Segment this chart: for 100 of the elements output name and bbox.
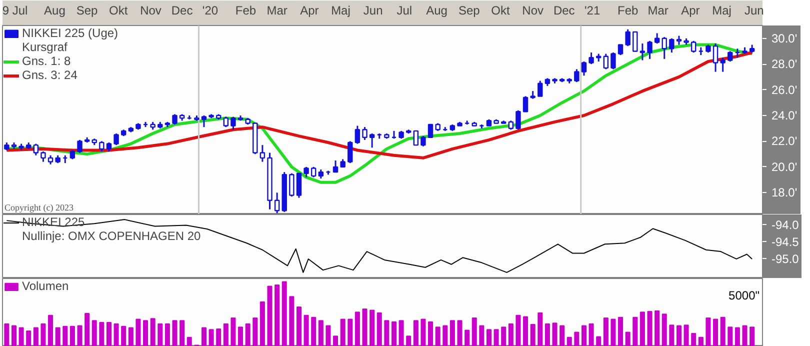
bar <box>420 318 426 346</box>
x-tick-label: Apr <box>681 4 700 18</box>
annotation: Copyright (c) 2023 <box>4 202 74 212</box>
bar <box>77 325 82 346</box>
bar <box>150 318 156 346</box>
bar <box>267 286 272 346</box>
bar <box>223 323 228 346</box>
bar <box>552 322 558 346</box>
candlestick <box>428 124 434 138</box>
bar <box>18 327 24 346</box>
bar <box>428 321 434 346</box>
bar <box>40 323 46 346</box>
bar <box>588 323 594 346</box>
candlestick <box>362 126 368 141</box>
candlestick <box>618 44 624 56</box>
candlestick <box>516 110 521 130</box>
bar <box>618 316 624 346</box>
candlestick <box>296 172 302 199</box>
bar <box>348 318 353 346</box>
bar <box>691 333 696 346</box>
x-tick-label: '21 <box>584 4 600 18</box>
x-tick-label: Okt <box>109 4 128 18</box>
x-tick-label: Sep <box>458 4 480 18</box>
bar <box>501 326 506 346</box>
bar <box>742 325 748 346</box>
candlestick <box>420 135 426 148</box>
annotation: 5000" <box>728 288 760 302</box>
bar <box>62 326 68 346</box>
bar <box>728 326 733 346</box>
bar <box>472 318 477 346</box>
y-tick-label: 30.0' <box>772 31 798 46</box>
bar <box>544 323 550 346</box>
candlestick <box>712 42 718 73</box>
bar <box>282 281 287 346</box>
annotation: Kursgraf <box>22 40 68 54</box>
bar <box>750 326 755 346</box>
x-tick-label: Jun <box>363 4 383 18</box>
bar <box>99 322 104 346</box>
bar <box>610 318 616 346</box>
candlestick <box>603 53 609 70</box>
line-series <box>6 219 753 273</box>
candlestick <box>610 52 616 70</box>
bar <box>596 336 602 346</box>
bar <box>318 320 324 346</box>
bar <box>362 308 368 346</box>
bar <box>662 314 667 346</box>
x-tick-label: Feb <box>617 4 638 18</box>
y-tick-label: -94.5 <box>772 234 800 249</box>
bar <box>106 322 112 346</box>
bar <box>376 312 382 346</box>
bar <box>625 332 630 346</box>
candlestick <box>332 160 338 173</box>
x-tick-label: Jun <box>744 4 764 18</box>
bar <box>289 296 294 346</box>
bar <box>560 325 565 346</box>
y-tick-label: 24.0' <box>772 108 798 122</box>
bar <box>114 323 119 346</box>
candlestick <box>728 50 733 62</box>
bar <box>706 318 711 346</box>
bar <box>260 301 265 346</box>
candlestick <box>40 150 46 163</box>
candlestick <box>625 28 630 47</box>
x-tick-label: Aug <box>44 4 66 18</box>
bar <box>435 326 440 346</box>
bar <box>238 326 244 346</box>
legend-label: Volumen <box>22 279 69 293</box>
bar <box>186 336 192 346</box>
bar <box>11 325 16 346</box>
candlestick <box>348 140 353 164</box>
x-tick-label: Feb <box>235 4 256 18</box>
bar <box>486 329 492 346</box>
x-tick-label: 9 Jul <box>2 4 28 18</box>
bar <box>158 323 163 346</box>
bar <box>566 336 572 346</box>
candlestick <box>690 40 696 54</box>
bar <box>603 318 608 346</box>
bar <box>180 320 185 346</box>
candlestick <box>369 132 375 148</box>
candlestick <box>260 144 266 163</box>
candlestick <box>274 192 280 214</box>
bar <box>391 321 396 346</box>
bar <box>632 316 638 346</box>
candlestick <box>223 116 229 128</box>
bar <box>4 323 10 346</box>
bar <box>370 310 375 346</box>
candlestick <box>304 166 309 178</box>
candlestick <box>588 52 594 65</box>
x-tick-label: Okt <box>491 4 510 18</box>
candlestick <box>99 140 104 152</box>
bar <box>304 314 309 346</box>
bar <box>647 311 652 346</box>
bar <box>340 318 346 346</box>
bar <box>640 312 645 346</box>
x-tick-label: Mar <box>266 4 288 18</box>
x-tick-label: Maj <box>712 4 732 18</box>
bar <box>384 320 390 346</box>
bar <box>413 320 418 346</box>
bar <box>508 323 514 346</box>
bar <box>406 336 412 346</box>
y-tick-label: -95.0 <box>772 252 800 266</box>
